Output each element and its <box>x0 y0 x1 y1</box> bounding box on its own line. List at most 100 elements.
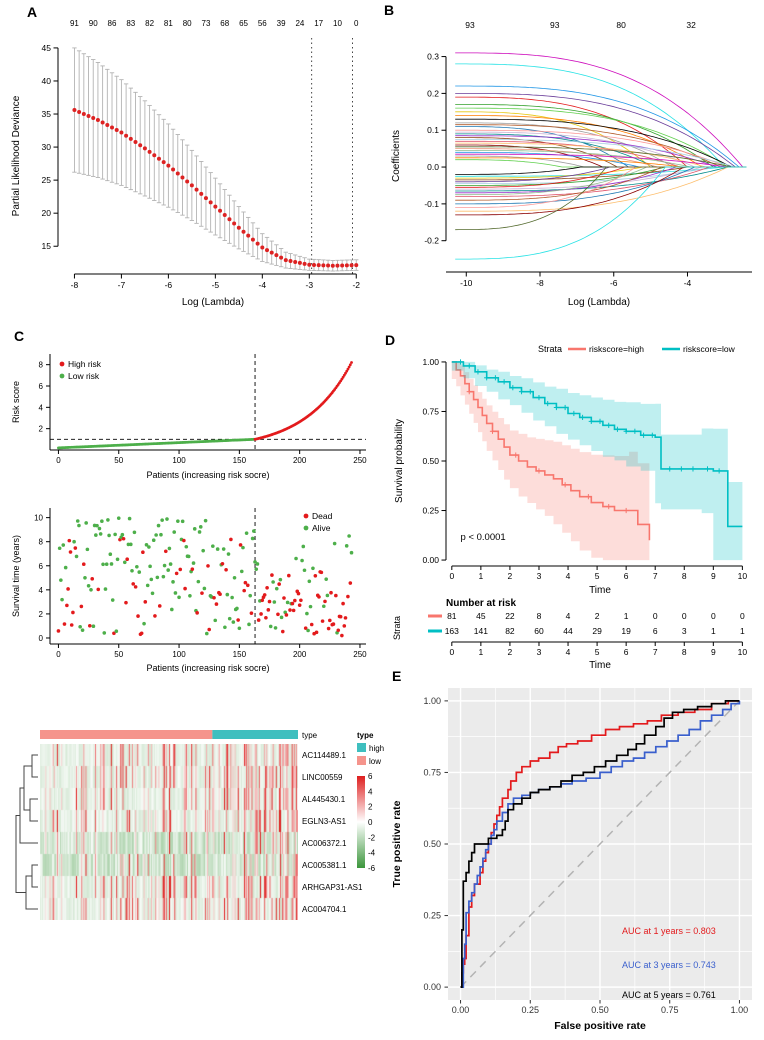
colorbar-tick-label: 2 <box>368 803 373 812</box>
y-tick-label: 1.00 <box>423 696 441 706</box>
risk-table-tick: 5 <box>595 647 600 657</box>
type-legend-title: type <box>357 731 374 740</box>
x-tick-label: 100 <box>172 456 186 465</box>
x-tick-label: 0.75 <box>661 1005 679 1015</box>
risk-count: 82 <box>505 626 515 636</box>
y-tick-label: 45 <box>42 43 52 53</box>
heatmap-cells-canvas <box>40 744 298 920</box>
annotation-bar-title: type <box>302 731 318 740</box>
y-axis-title: Survival probability <box>394 419 405 503</box>
x-tick-label: -8 <box>71 280 79 290</box>
risk-count: 163 <box>445 626 459 636</box>
panel-label-e: E <box>392 668 402 684</box>
y-tick-label: 0.1 <box>427 125 439 135</box>
x-tick-label: -2 <box>352 280 360 290</box>
gene-label: LINC00559 <box>302 773 343 782</box>
km-plot: Strata riskscore=high riskscore=low 0.00 0.2… <box>392 344 748 671</box>
x-tick-label: 6 <box>624 571 629 581</box>
x-tick-label: -4 <box>684 278 692 288</box>
top-axis-label: 82 <box>145 19 154 28</box>
x-tick-label: 3 <box>537 571 542 581</box>
y-tick-label: 6 <box>39 382 44 391</box>
risk-count: 0 <box>740 611 745 621</box>
x-tick-label: 5 <box>595 571 600 581</box>
risk-count: 29 <box>592 626 602 636</box>
x-tick-label: 50 <box>114 650 123 659</box>
risk-table-tick: 4 <box>566 647 571 657</box>
gene-label: AL445430.1 <box>302 795 346 804</box>
x-tick-label: 7 <box>653 571 658 581</box>
risk-table-title: Number at risk <box>446 598 516 609</box>
y-tick-label: 1.00 <box>422 357 439 367</box>
y-tick-label: 4 <box>39 586 44 595</box>
risk-count: 45 <box>476 611 486 621</box>
y-tick-label: 4 <box>39 403 44 412</box>
x-tick-label: 200 <box>293 650 307 659</box>
lasso-cv-plot: 15 20 25 30 35 40 45 -8 -7 -6 -5 -4 -3 -2 91 90 86 83 82 81… <box>11 19 360 308</box>
roc-curve <box>460 700 740 988</box>
top-axis-label: 93 <box>550 20 560 30</box>
x-axis-title: Log (Lambda) <box>568 297 630 308</box>
colorbar-tick-label: 6 <box>368 772 373 781</box>
y-axis-title: True positive rate <box>391 800 403 887</box>
gene-label: AC006372.1 <box>302 839 347 848</box>
risk-count: 4 <box>566 611 571 621</box>
top-axis-label: 73 <box>202 19 211 28</box>
x-tick-label: -3 <box>306 280 314 290</box>
panel-c-heatmap: type AC114489.1 LINC00559 AL445430.1 EGLN3-A… <box>8 724 388 938</box>
y-tick-label: 0.25 <box>422 506 439 516</box>
strata-legend-title: Strata <box>538 344 562 354</box>
risk-count: 6 <box>653 626 658 636</box>
x-tick-label: 1.00 <box>731 1005 749 1015</box>
panel-d-km-chart: Strata riskscore=high riskscore=low 0.00 0.2… <box>382 336 762 672</box>
risk-count: 0 <box>711 611 716 621</box>
risk-count: 1 <box>740 626 745 636</box>
top-axis-label: 80 <box>616 20 626 30</box>
colorbar-tick-label: 0 <box>368 818 373 827</box>
risk-table-tick: 7 <box>653 647 658 657</box>
panel-label-a: A <box>27 4 38 20</box>
gene-label: EGLN3-AS1 <box>302 817 347 826</box>
y-tick-label: -0.2 <box>424 236 439 246</box>
y-tick-label: 20 <box>42 208 52 218</box>
y-tick-label: 2 <box>39 610 44 619</box>
x-tick-label: 10 <box>738 571 748 581</box>
x-tick-label: 100 <box>172 650 186 659</box>
colorbar-tick-label: -2 <box>368 833 376 842</box>
y-tick-label: 0.2 <box>427 88 439 98</box>
y-axis-title: Partial Likelihood Deviance <box>11 95 22 216</box>
y-axis-title: Survival time (years) <box>11 535 21 617</box>
x-tick-label: -6 <box>610 278 618 288</box>
panel-label-d: D <box>385 332 396 348</box>
risk-table-tick: 8 <box>682 647 687 657</box>
pvalue-label: p < 0.0001 <box>461 532 506 543</box>
x-axis-title: Patients (increasing risk socre) <box>146 663 269 673</box>
colorbar-tick-label: -6 <box>368 864 376 873</box>
panel-b-coefficient-paths-chart: -0.2 -0.1 0.0 0.1 0.2 0.3 -10 -8 -6 -4 93 93 80 32 Log… <box>382 8 760 326</box>
risk-table-tick: 6 <box>624 647 629 657</box>
x-tick-label: 2 <box>508 571 513 581</box>
x-tick-label: 200 <box>293 456 307 465</box>
risk-count: 141 <box>474 626 488 636</box>
panel-label-b: B <box>384 2 395 18</box>
lasso-paths-plot: -0.2 -0.1 0.0 0.1 0.2 0.3 -10 -8 -6 -4 93 93 80 32 Log… <box>391 20 752 308</box>
risk-count: 8 <box>537 611 542 621</box>
risk-count: 81 <box>447 611 457 621</box>
colorbar-tick-label: -4 <box>368 849 376 858</box>
top-axis-label: 86 <box>108 19 117 28</box>
y-tick-label: 8 <box>39 361 44 370</box>
panel-a-cv-deviance-chart: 15 20 25 30 35 40 45 -8 -7 -6 -5 -4 -3 -2 91 90 86 83 82 81… <box>6 8 378 326</box>
top-axis-label: 0 <box>354 19 359 28</box>
y-tick-label: -0.1 <box>424 199 439 209</box>
y-tick-label: 0.75 <box>423 767 441 777</box>
x-tick-label: -6 <box>165 280 173 290</box>
top-axis-label: 39 <box>277 19 286 28</box>
top-axis-label: 32 <box>686 20 696 30</box>
y-tick-label: 2 <box>39 425 44 434</box>
top-axis-label: 68 <box>220 19 229 28</box>
gene-label: AC005381.1 <box>302 861 347 870</box>
x-tick-label: 9 <box>711 571 716 581</box>
y-tick-label: 0.50 <box>423 839 441 849</box>
x-tick-label: 0.50 <box>591 1005 609 1015</box>
x-tick-label: -10 <box>460 278 473 288</box>
